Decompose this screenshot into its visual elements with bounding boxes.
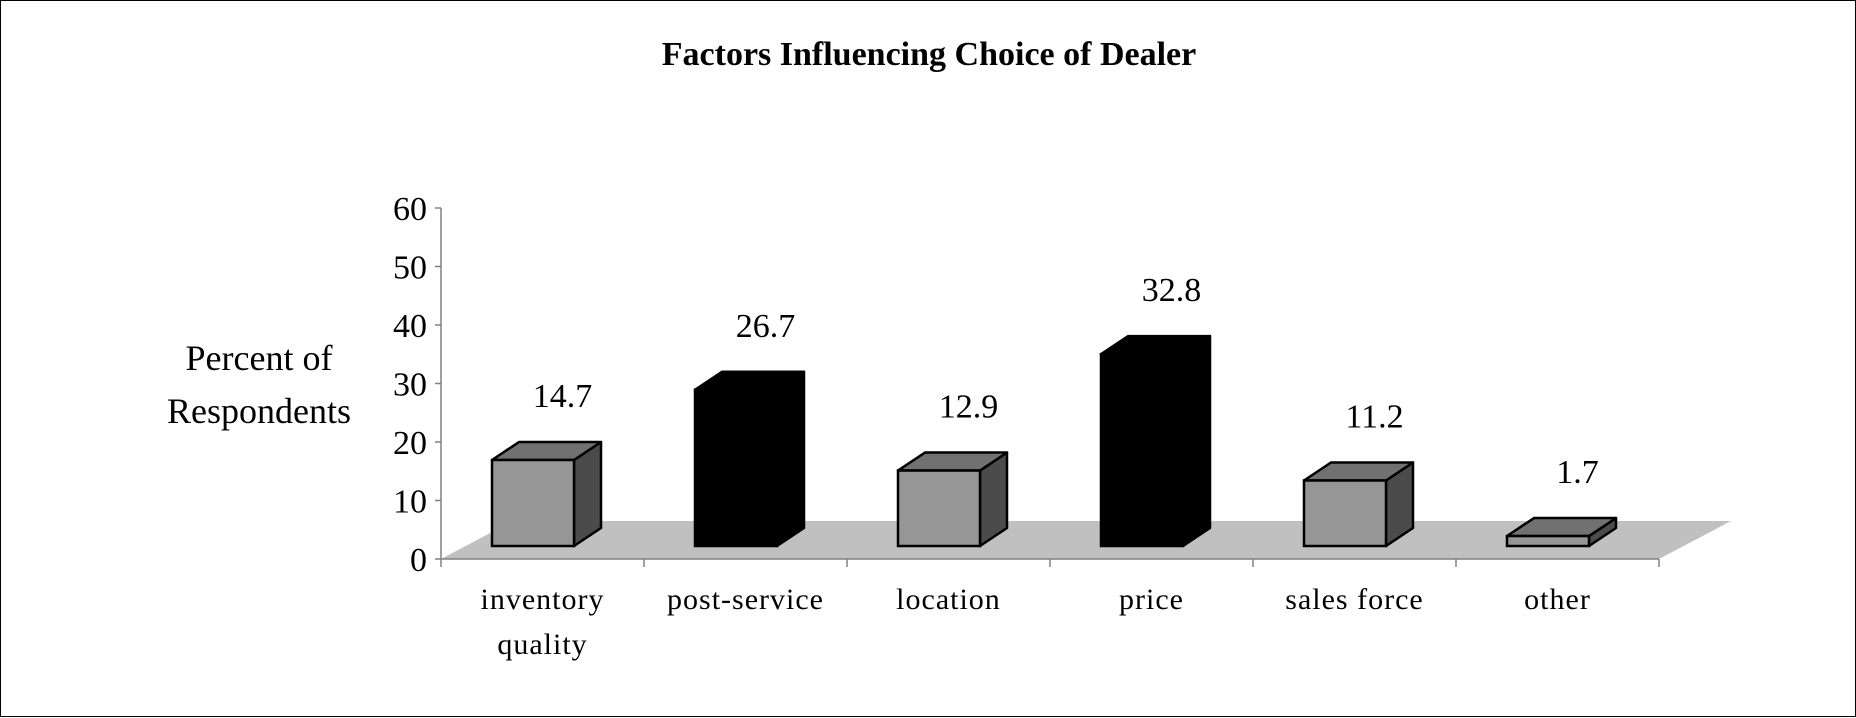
data-label: 32.8 (1142, 272, 1202, 309)
y-tick-label: 50 (393, 250, 427, 287)
bar-front (693, 388, 779, 548)
x-tick-label: location (896, 583, 1001, 616)
y-axis-title-line: Percent of (186, 338, 333, 378)
axes: 0 10 20 30 40 50 60 inventory quality post-servic… (393, 191, 1660, 661)
data-label: 14.7 (533, 378, 593, 415)
x-tick-label: inventory (481, 583, 605, 616)
bar (896, 451, 1009, 548)
x-tick-label: sales force (1285, 583, 1423, 616)
y-tick-label: 10 (393, 484, 427, 521)
bar (1099, 334, 1212, 548)
bar (693, 370, 806, 548)
y-axis-label: Percent of Respondents (167, 338, 351, 431)
y-tick-label: 40 (393, 308, 427, 345)
y-tick-label: 60 (393, 191, 427, 228)
bar-side (1181, 334, 1212, 548)
x-tick-label: price (1119, 583, 1184, 616)
bars (490, 334, 1618, 548)
bar-front (1302, 479, 1388, 548)
y-tick-label: 30 (393, 367, 427, 404)
data-label: 26.7 (736, 308, 796, 345)
bar (490, 440, 603, 548)
y-tick-label: 20 (393, 425, 427, 462)
y-axis-title-line: Respondents (167, 391, 351, 431)
y-tick-label: 0 (410, 542, 427, 579)
bar-front (896, 469, 982, 548)
bar (1505, 516, 1618, 548)
bar-front (1099, 352, 1185, 548)
chart-title: Factors Influencing Choice of Dealer (662, 36, 1196, 73)
x-tick-label: quality (497, 628, 587, 661)
data-label: 11.2 (1345, 398, 1403, 435)
data-labels: 14.7 26.7 12.9 32.8 11.2 1.7 (533, 272, 1599, 491)
bar-side (775, 370, 806, 548)
data-label: 12.9 (939, 389, 999, 426)
data-label: 1.7 (1556, 454, 1599, 491)
bar (1302, 461, 1415, 548)
bar-front (490, 458, 576, 548)
x-tick-label: other (1524, 583, 1591, 616)
x-tick-label: post-service (667, 583, 824, 616)
bar-front (1505, 534, 1591, 548)
